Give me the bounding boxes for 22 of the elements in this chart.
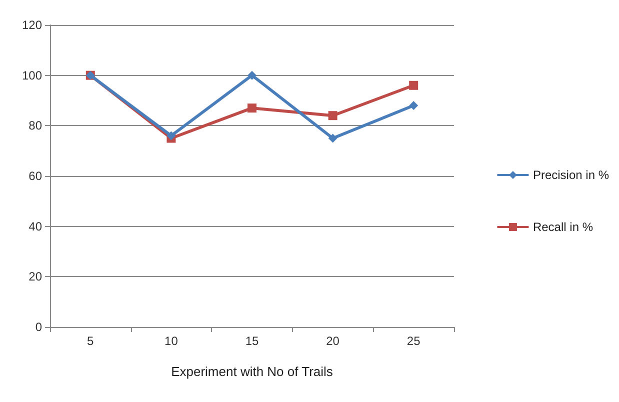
y-tick-label: 80 xyxy=(28,118,42,133)
point xyxy=(248,70,256,80)
y-tick-label: 40 xyxy=(28,219,42,234)
y-tick-label: 60 xyxy=(28,169,42,183)
point xyxy=(409,80,418,90)
x-tick-label: 25 xyxy=(406,334,421,348)
x-tick-label: 20 xyxy=(326,334,340,348)
legend-label: Precision in % xyxy=(532,168,610,182)
y-tick-label: 100 xyxy=(22,68,42,82)
y-tick-label: 0 xyxy=(35,320,42,334)
x-tick-label: 5 xyxy=(87,334,94,348)
y-tick-label: 120 xyxy=(22,18,42,32)
x-axis-title: Experiment with No of Trails xyxy=(171,364,334,379)
point xyxy=(328,111,338,120)
y-tick-label: 20 xyxy=(28,270,42,284)
legend-label: Recall in % xyxy=(532,220,594,234)
point xyxy=(248,104,256,113)
x-tick-label: 15 xyxy=(245,334,259,348)
point xyxy=(409,101,418,110)
x-tick-label: 10 xyxy=(164,334,178,348)
point xyxy=(166,131,176,140)
point xyxy=(328,134,338,143)
